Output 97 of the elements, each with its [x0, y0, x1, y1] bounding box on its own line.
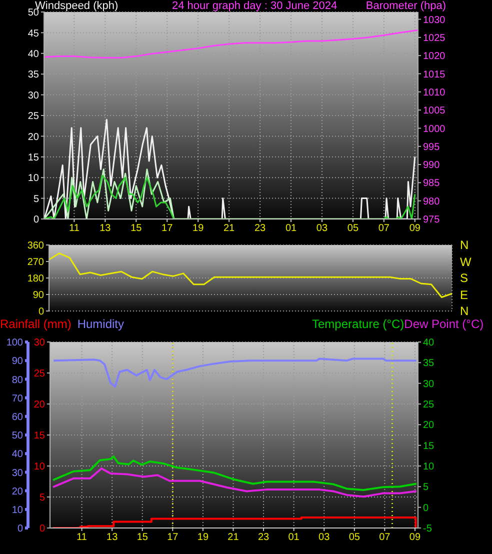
y3-tick-label: 70	[12, 393, 24, 404]
y-tick-label: 30	[28, 90, 40, 102]
x-tick-label: 17	[162, 223, 174, 234]
y-tick-label: 20	[34, 400, 46, 411]
y-tick-label: 25	[28, 111, 40, 122]
x-tick-label: 01	[285, 223, 298, 234]
x-tick-label: 05	[347, 223, 359, 234]
x-tick-label: 07	[379, 532, 391, 544]
x-tick-label: 13	[106, 532, 118, 544]
y3-tick-label: 0	[17, 524, 24, 535]
y2-tick-label: 1030	[423, 14, 446, 26]
x-tick-label: 05	[348, 532, 360, 544]
x-tick-label: 03	[318, 532, 330, 544]
y2-tick-label: -5	[423, 524, 432, 535]
y3-tick-label: 60	[12, 412, 24, 423]
y-tick-label: 10	[34, 462, 46, 473]
y2-tick-label: 1010	[423, 87, 446, 98]
y2-tick-label: 30	[423, 378, 435, 390]
y3-tick-label: 50	[12, 430, 24, 442]
y3-tick-label: 80	[12, 374, 24, 386]
x-tick-label: 19	[192, 223, 204, 234]
text: N	[460, 238, 469, 252]
y-tick-label: 0	[33, 214, 40, 226]
x-tick-label: 03	[316, 223, 328, 234]
y2-tick-label: 1025	[423, 32, 446, 44]
y-tick-label: 5	[33, 194, 40, 205]
x-tick-label: 23	[254, 223, 266, 234]
y-tick-label: 15	[28, 152, 40, 164]
y-tick-label: 180	[27, 274, 44, 285]
x-tick-label: 11	[76, 532, 88, 544]
x-tick-label: 17	[167, 532, 179, 544]
y3-tick-label: 30	[12, 468, 24, 479]
chart-title: 24 hour graph day : 30 June 2024	[172, 0, 338, 12]
y2-tick-label: 20	[423, 420, 435, 432]
line-series	[52, 467, 418, 498]
line-series	[44, 168, 175, 219]
y-tick-label: 20	[28, 132, 40, 143]
y2-tick-label: 5	[423, 482, 429, 494]
y2-tick-label: 25	[423, 400, 435, 411]
line-series	[49, 252, 452, 298]
y-tick-label: 45	[28, 28, 40, 40]
y2-tick-label: 10	[423, 462, 435, 473]
y3-tick-label: 40	[12, 449, 24, 460]
x-tick-label: 19	[197, 532, 209, 544]
y2-tick-label: 40	[423, 338, 435, 349]
y3-tick-label: 100	[6, 338, 24, 349]
y2-tick-label: 1005	[423, 106, 446, 117]
x-tick-label: 01	[288, 532, 300, 544]
y-tick-label: 0	[39, 524, 46, 535]
y-tick-label: 270	[27, 257, 44, 268]
y2-tick-label: 15	[423, 440, 435, 452]
y3-tick-label: 10	[12, 504, 24, 516]
x-tick-label: 21	[224, 223, 236, 234]
y-tick-label: 90	[32, 290, 44, 302]
text: S	[460, 271, 468, 285]
text: Temperature (°C)	[312, 317, 404, 331]
x-tick-label: 07	[378, 223, 390, 234]
y2-tick-label: 975	[423, 214, 440, 226]
y-tick-label: 15	[34, 430, 46, 442]
text: Rainfall (mm)	[0, 317, 72, 331]
y2-tick-label: 1000	[423, 124, 446, 135]
y2-tick-label: 985	[423, 178, 440, 190]
y3-tick-label: 20	[12, 486, 24, 498]
y2-tick-label: 35	[423, 358, 435, 370]
x-tick-label: 21	[228, 532, 240, 544]
line-series	[52, 358, 418, 388]
y-tick-label: 5	[39, 492, 46, 504]
y-tick-label: 30	[34, 338, 46, 349]
x-tick-label: 15	[136, 532, 148, 544]
y-tick-label: 40	[28, 48, 40, 60]
y2-tick-label: 0	[423, 502, 429, 514]
text: N	[460, 304, 469, 318]
x-tick-label: 15	[130, 223, 142, 234]
line-series	[44, 118, 416, 219]
y-tick-label: 360	[27, 240, 44, 252]
y2-tick-label: 1015	[423, 69, 446, 80]
y-tick-label: 25	[34, 368, 46, 380]
y-tick-label: 10	[28, 173, 40, 184]
x-tick-label: 11	[69, 223, 80, 234]
text: Dew Point (°C)	[404, 317, 484, 331]
y2-tick-label: 980	[423, 196, 440, 208]
x-tick-label: 09	[409, 532, 421, 544]
text: Humidity	[77, 317, 124, 331]
text: E	[460, 288, 468, 302]
x-tick-label: 23	[258, 532, 270, 544]
y2-axis-title: Barometer (hpa)	[366, 0, 446, 12]
y2-tick-label: 1020	[423, 51, 446, 62]
y-tick-label: 35	[28, 70, 40, 81]
line-series	[44, 29, 418, 59]
y2-tick-label: 990	[423, 160, 440, 172]
y-tick-label: 0	[38, 306, 44, 318]
y3-tick-label: 90	[12, 356, 24, 368]
text: W	[460, 254, 472, 268]
y2-tick-label: 995	[423, 142, 440, 153]
x-tick-label: 13	[100, 223, 112, 234]
x-tick-label: 09	[409, 223, 421, 234]
line-series	[52, 455, 418, 491]
